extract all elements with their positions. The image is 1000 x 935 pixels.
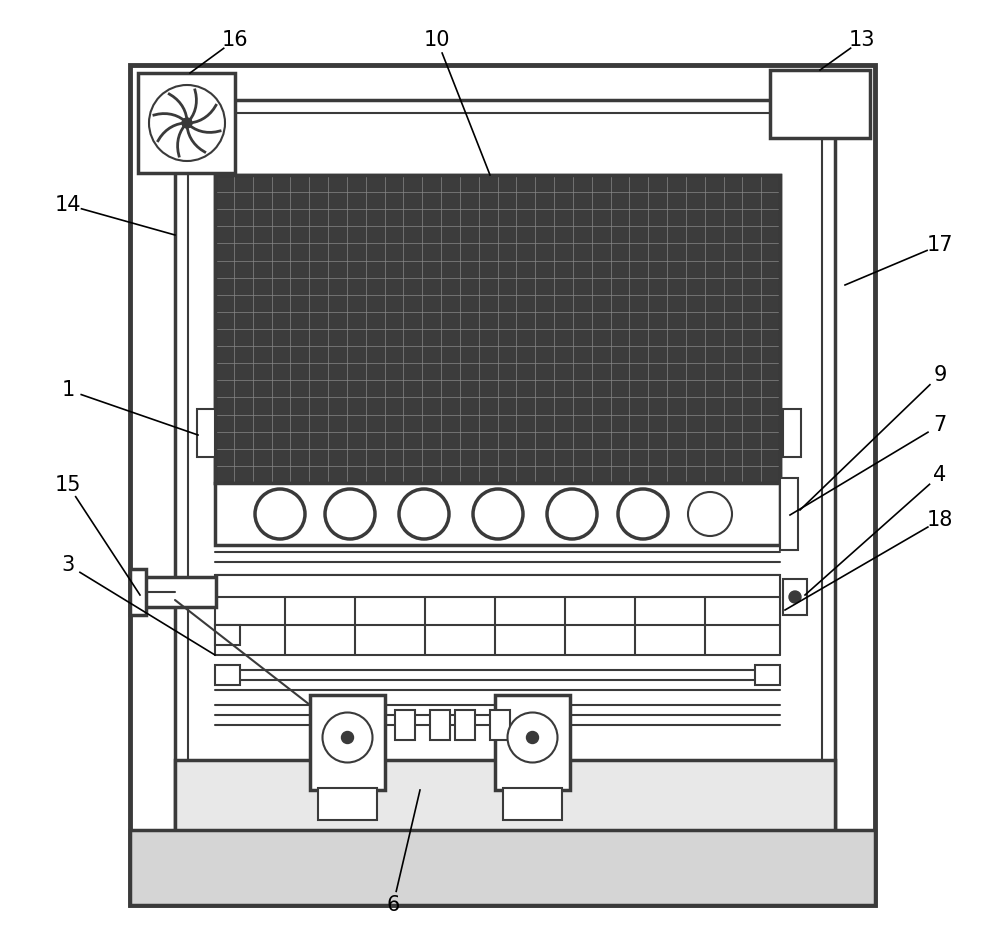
Bar [495, 695, 570, 790]
Bar [130, 65, 875, 905]
Circle shape [618, 489, 668, 539]
Circle shape [325, 489, 375, 539]
Circle shape [255, 489, 305, 539]
Bar [783, 409, 801, 457]
Text: 14: 14 [55, 195, 81, 215]
Text: 10: 10 [424, 30, 450, 50]
Text: 1: 1 [61, 380, 75, 400]
Bar [175, 100, 835, 870]
Bar [503, 788, 562, 820]
Bar [318, 788, 377, 820]
Bar [215, 625, 240, 645]
Bar [783, 579, 807, 615]
Circle shape [342, 731, 354, 743]
Bar [780, 478, 798, 550]
Bar [215, 483, 780, 545]
Circle shape [322, 712, 372, 763]
Text: 16: 16 [222, 30, 248, 50]
Circle shape [547, 489, 597, 539]
Circle shape [473, 489, 523, 539]
Bar [770, 70, 870, 138]
Text: 6: 6 [386, 895, 400, 915]
Bar [755, 665, 780, 685]
Circle shape [149, 85, 225, 161]
Bar [175, 760, 835, 870]
Text: 15: 15 [55, 475, 81, 495]
Bar [455, 710, 475, 740]
Circle shape [399, 489, 449, 539]
Circle shape [789, 591, 801, 603]
Text: 17: 17 [927, 235, 953, 255]
Circle shape [182, 118, 192, 128]
Bar [430, 710, 450, 740]
Bar [490, 710, 510, 740]
Bar [215, 665, 240, 685]
Text: 3: 3 [61, 555, 75, 575]
Text: 7: 7 [933, 415, 947, 435]
Circle shape [688, 492, 732, 536]
Bar [130, 830, 875, 905]
Bar [138, 577, 216, 607]
Bar [215, 575, 780, 597]
Bar [395, 710, 415, 740]
Circle shape [526, 731, 538, 743]
Text: 4: 4 [933, 465, 947, 485]
Text: 13: 13 [849, 30, 875, 50]
Bar [188, 113, 822, 857]
Bar [310, 695, 385, 790]
Text: 18: 18 [927, 510, 953, 530]
Bar [215, 175, 780, 483]
Text: 9: 9 [933, 365, 947, 385]
Bar [138, 73, 235, 173]
Circle shape [508, 712, 558, 763]
Bar [197, 409, 215, 457]
Bar [130, 569, 146, 615]
Bar [215, 175, 780, 483]
